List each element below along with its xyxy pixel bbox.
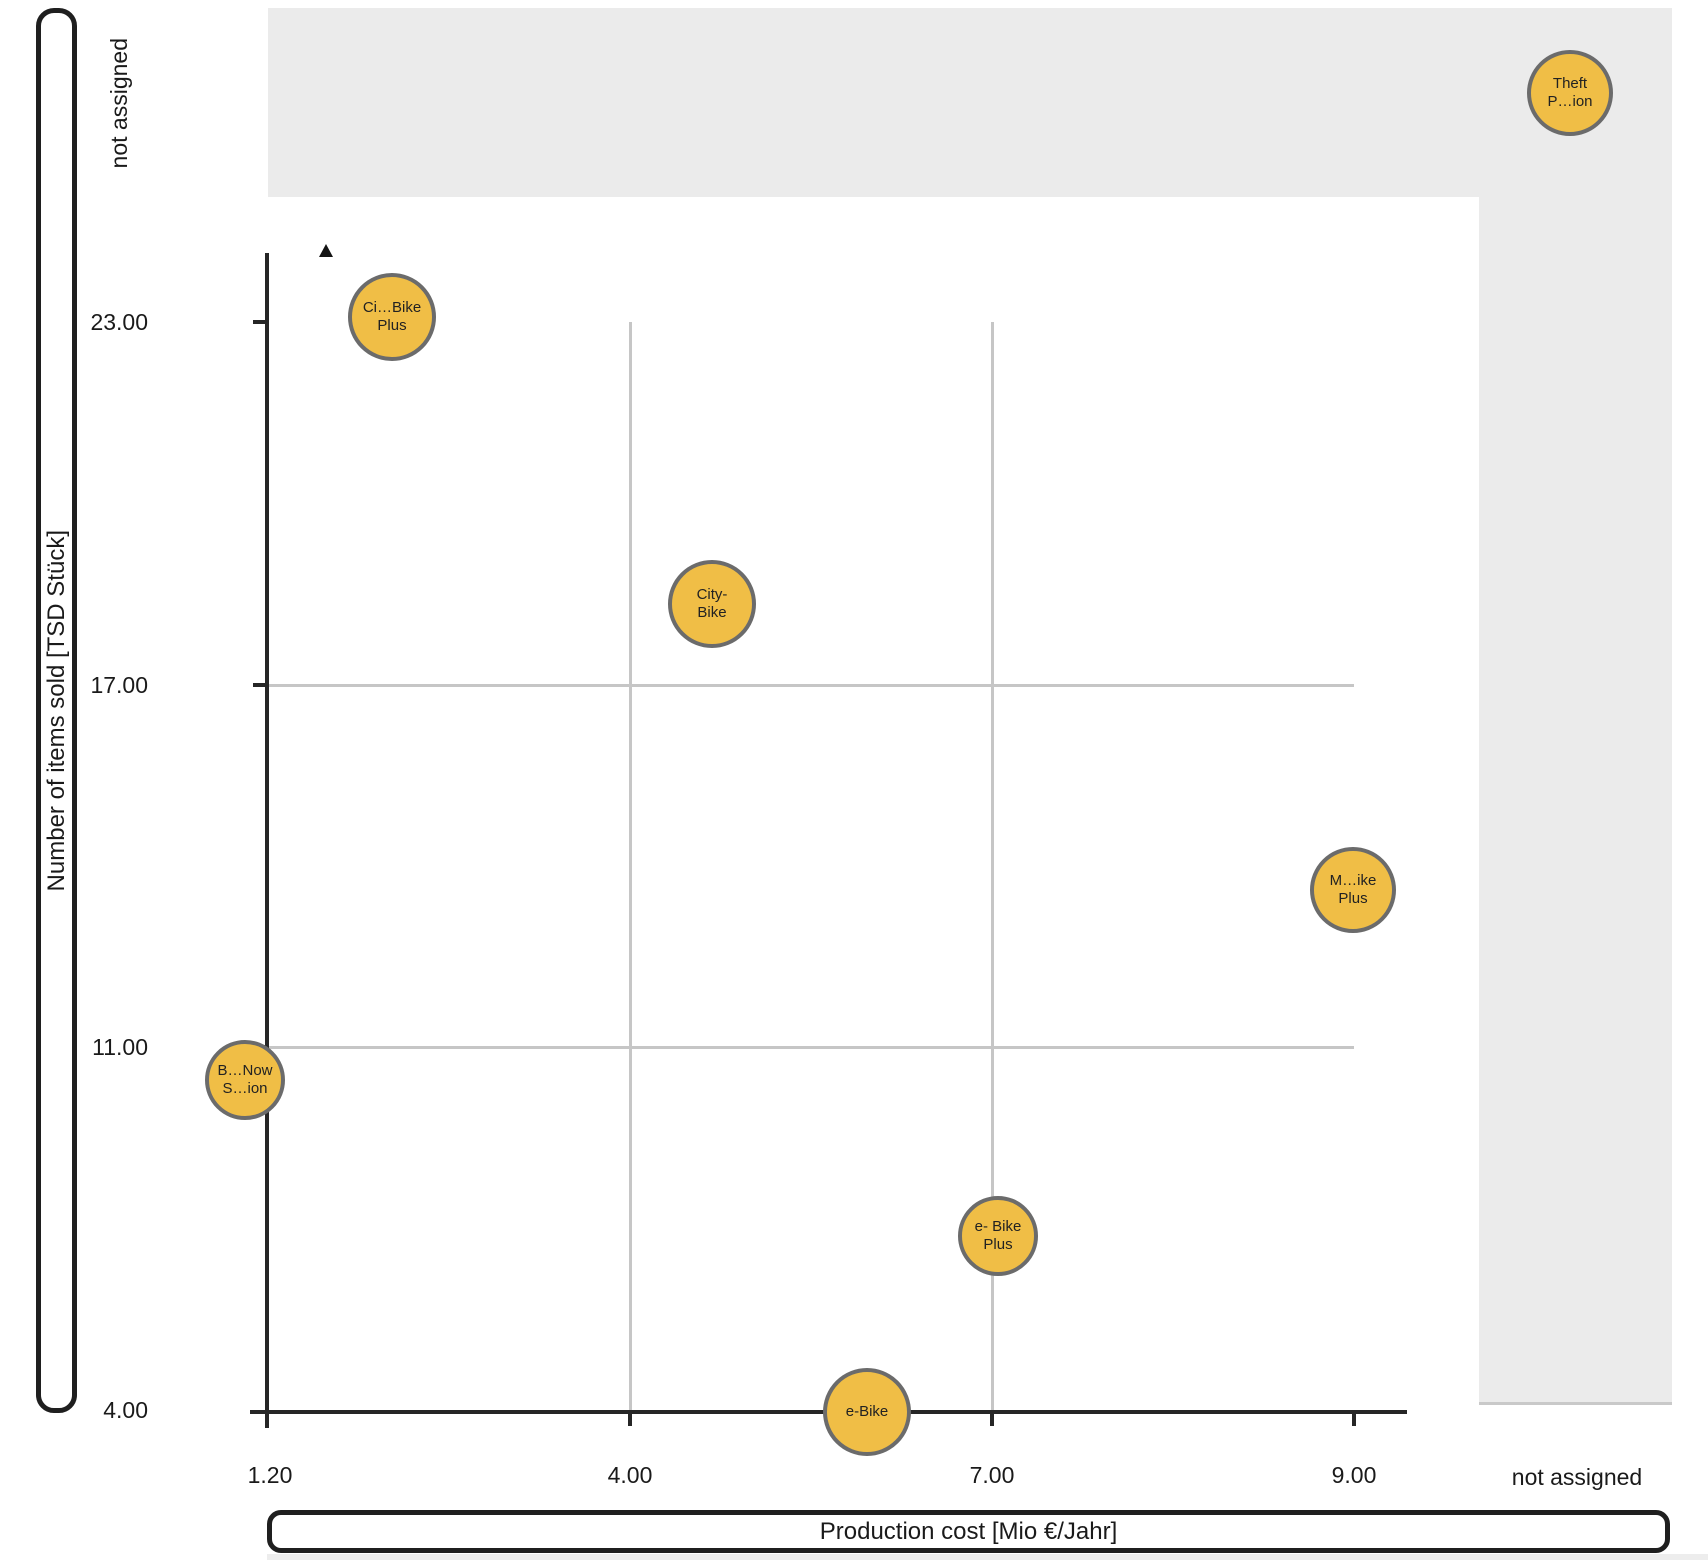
x-tick-mark <box>628 1412 632 1426</box>
bubble-label-line: Theft <box>1552 75 1588 92</box>
y-tick-label: 4.00 <box>103 1397 148 1423</box>
bubble-e-bike-plus[interactable]: e- Bike Plus <box>958 1196 1038 1276</box>
bottom-strip <box>267 1554 1708 1560</box>
bubble-label-line: Ci…Bike <box>362 299 422 316</box>
x-tick-label: 9.00 <box>1331 1462 1377 1488</box>
horizontal-gridline <box>267 1046 1354 1049</box>
not-assigned-band-top <box>268 8 1672 197</box>
bubble-label-line: P…ion <box>1547 93 1593 110</box>
y-tick-label: 17.00 <box>90 672 148 698</box>
bubble-theft-protection[interactable]: Theft P…ion <box>1527 50 1613 136</box>
x-tick-mark <box>1352 1412 1356 1426</box>
x-tick-label: 4.00 <box>607 1462 653 1488</box>
x-not-assigned-label: not assigned <box>1511 1464 1643 1490</box>
bubble-bike-now-subscription[interactable]: B…Now S…ion <box>205 1040 285 1120</box>
x-tick-label: 1.20 <box>247 1462 293 1488</box>
x-tick-label: 7.00 <box>969 1462 1015 1488</box>
y-not-assigned-label: not assigned <box>92 8 146 198</box>
bubble-city-bike[interactable]: City- Bike <box>668 560 756 648</box>
y-tick-label: 11.00 <box>92 1034 148 1060</box>
bubble-label-line: Plus <box>1338 890 1368 907</box>
x-tick-mark <box>990 1412 994 1426</box>
bubble-label-line: e- Bike <box>974 1218 1022 1235</box>
bubble-mountain-bike-plus[interactable]: M…ike Plus <box>1310 847 1396 933</box>
bubble-label-line: B…Now <box>217 1062 273 1079</box>
not-assigned-band-right <box>1479 197 1672 1405</box>
bubble-city-bike-plus[interactable]: Ci…Bike Plus <box>348 273 436 361</box>
bubble-label-line: e-Bike <box>845 1403 889 1420</box>
horizontal-gridline <box>267 684 1354 687</box>
y-axis-arrow-icon <box>319 244 333 257</box>
y-axis-title: Number of items sold [TSD Stück] <box>42 529 70 892</box>
y-tick-mark <box>253 683 267 687</box>
y-tick-mark <box>253 320 267 324</box>
bubble-label-line: M…ike <box>1329 872 1377 889</box>
x-axis-title: Production cost [Mio €/Jahr] <box>819 1517 1118 1545</box>
y-axis-line <box>265 253 269 1428</box>
bubble-e-bike[interactable]: e-Bike <box>823 1368 911 1456</box>
y-axis-title-box: Number of items sold [TSD Stück] <box>36 8 77 1413</box>
bubble-label-line: City- <box>696 586 728 603</box>
bubble-label-line: Plus <box>983 1236 1013 1253</box>
vertical-gridline <box>991 322 994 1410</box>
bubble-label-line: S…ion <box>222 1080 268 1097</box>
y-tick-label: 23.00 <box>90 309 148 335</box>
vertical-gridline <box>629 322 632 1410</box>
y-not-assigned-text: not assigned <box>105 37 132 169</box>
bubble-label-line: Plus <box>377 317 407 334</box>
bubble-label-line: Bike <box>697 604 727 621</box>
x-axis-title-box: Production cost [Mio €/Jahr] <box>267 1510 1670 1553</box>
